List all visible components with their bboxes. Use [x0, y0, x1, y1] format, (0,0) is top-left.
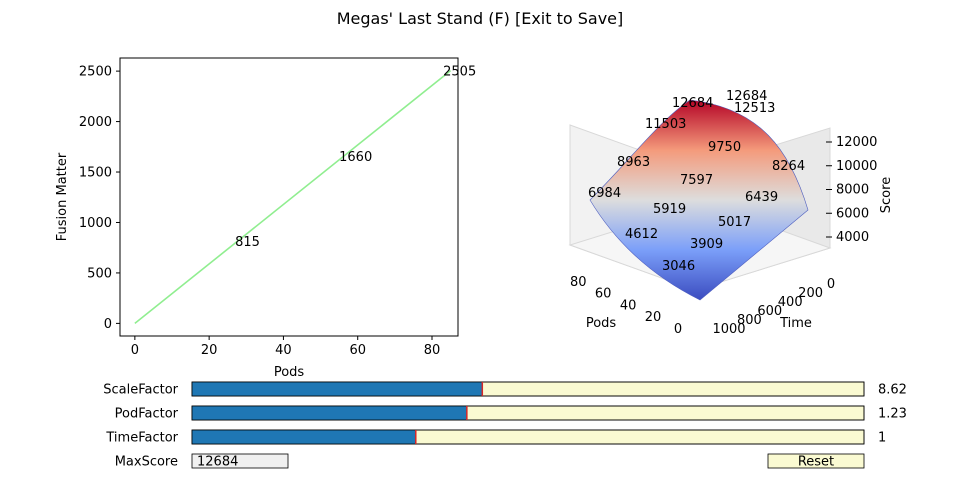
reset-button[interactable]: Reset: [767, 453, 865, 470]
surface-data-label: 12684: [726, 89, 767, 104]
surface-xtick-label: 80: [570, 275, 587, 290]
surface-xtick-label: 40: [620, 298, 637, 313]
surface-ztick-label: 12000: [836, 135, 877, 150]
surface-data-label: 8264: [772, 159, 805, 174]
surface-ztick-label: 8000: [836, 183, 869, 198]
surface-data-label: 12513: [734, 101, 775, 116]
surface-xtick-label: 60: [595, 287, 612, 302]
maxscore-label: MaxScore: [115, 455, 178, 470]
reset-button-bg[interactable]: [767, 453, 865, 469]
maxscore-field[interactable]: [191, 453, 289, 469]
surface-ytick-label: 0: [827, 277, 835, 292]
surface-data-label: 3909: [690, 237, 723, 252]
figure-title: Megas' Last Stand (F) [Exit to Save]: [337, 9, 624, 28]
fusion-matter-line: [134, 69, 452, 325]
surface-ytick-label: 200: [798, 286, 823, 301]
slider-label: ScaleFactor: [103, 383, 178, 398]
maxscore-value: 12684: [197, 455, 238, 470]
surface-data-label: 5017: [718, 215, 751, 230]
slider-fill: [192, 430, 416, 444]
score-surface-chart: 12684 12684125138264115039750643989637597…: [568, 89, 894, 337]
fusion-matter-chart: 0 20 40 60 80 0 500 1000 1500 2000 2500 815 1660 250…: [55, 57, 476, 380]
reset-button-label: Reset: [798, 455, 834, 470]
slider-label: TimeFactor: [105, 431, 178, 446]
slider-label: PodFactor: [115, 407, 179, 422]
line-chart-xlabel: Pods: [274, 365, 305, 380]
surface-xlabel: Pods: [586, 316, 617, 331]
surface-data-label: 5919: [653, 202, 686, 217]
slider-fill: [192, 382, 483, 396]
line-chart-ytick-label: 2500: [79, 65, 112, 80]
line-chart-ytick-label: 0: [104, 317, 112, 332]
surface-data-label: 4612: [625, 227, 658, 242]
surface-data-label: 6439: [745, 190, 778, 205]
line-chart-ytick-label: 500: [87, 266, 112, 281]
surface-ztick-label: 6000: [836, 206, 869, 221]
surface-data-label: 8963: [617, 155, 650, 170]
surface-data-label: 6984: [588, 186, 621, 201]
slider-timefactor[interactable]: TimeFactor 1: [105, 429, 886, 446]
slider-podfactor[interactable]: PodFactor 1.23: [115, 405, 907, 422]
slider-fill: [192, 406, 467, 420]
line-chart-ylabel: Fusion Matter: [55, 152, 70, 241]
surface-ztick-label: 10000: [836, 159, 877, 174]
surface-ytick-label: 600: [757, 304, 782, 319]
line-chart-ytick-label: 1500: [79, 166, 112, 181]
line-chart-ytick-label: 1000: [79, 216, 112, 231]
slider-frame: [191, 381, 865, 397]
surface-ytick-label: 1000: [712, 322, 745, 337]
surface-xtick-label: 20: [645, 310, 662, 325]
slider-value: 8.62: [878, 383, 907, 398]
surface-data-label: 9750: [708, 140, 741, 155]
slider-frame: [191, 405, 865, 421]
surface-data-label: 3046: [662, 259, 695, 274]
surface-data-label: 7597: [680, 173, 713, 188]
surface-data-label: 12684: [672, 96, 713, 111]
line-chart-xtick-label: 60: [349, 343, 366, 358]
slider-frame: [191, 429, 865, 445]
line-chart-xtick-label: 80: [424, 343, 441, 358]
line-chart-frame: [119, 57, 459, 337]
surface-ylabel: Time: [779, 316, 812, 331]
surface-xtick-label: 0: [674, 322, 682, 337]
surface-data-label: 11503: [645, 117, 686, 132]
surface-ztick-label: 4000: [836, 230, 869, 245]
surface-ytick-label: 400: [778, 295, 803, 310]
line-chart-xtick-label: 40: [275, 343, 292, 358]
controls-panel: ScaleFactor 8.62 PodFactor 1.23 TimeFactor 1 M…: [103, 381, 907, 470]
line-chart-data-label: 2505: [443, 65, 476, 80]
slider-value: 1: [878, 431, 886, 446]
line-chart-xtick-label: 0: [131, 343, 139, 358]
surface-zlabel: Score: [879, 177, 894, 213]
score-surface: [589, 99, 809, 301]
slider-value: 1.23: [878, 407, 907, 422]
line-chart-xtick-label: 20: [201, 343, 218, 358]
line-chart-data-label: 1660: [339, 150, 372, 165]
slider-scalefactor[interactable]: ScaleFactor 8.62: [103, 381, 907, 398]
surface-ytick-label: 800: [737, 313, 762, 328]
line-chart-ytick-label: 2000: [79, 115, 112, 130]
line-chart-data-label: 815: [235, 235, 260, 250]
